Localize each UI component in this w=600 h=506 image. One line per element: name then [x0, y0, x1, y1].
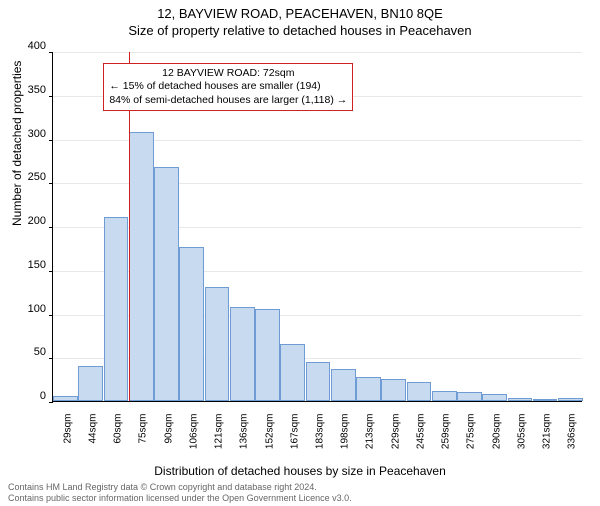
page-title-sub: Size of property relative to detached ho… [0, 23, 600, 38]
xtick-label: 259sqm [441, 414, 452, 464]
xtick-label: 152sqm [264, 414, 275, 464]
xtick-label: 305sqm [516, 414, 527, 464]
ytick-mark [49, 402, 53, 403]
ytick-label: 300 [16, 128, 46, 140]
xtick-label: 290sqm [491, 414, 502, 464]
page-title-main: 12, BAYVIEW ROAD, PEACEHAVEN, BN10 8QE [0, 6, 600, 21]
ytick-mark [49, 183, 53, 184]
histogram-bar [306, 362, 331, 401]
xtick-label: 90sqm [163, 414, 174, 464]
xtick-label: 75sqm [138, 414, 149, 464]
ytick-mark [49, 52, 53, 53]
xtick-label: 275sqm [466, 414, 477, 464]
histogram-bar [407, 382, 432, 401]
xtick-label: 121sqm [214, 414, 225, 464]
xtick-label: 245sqm [415, 414, 426, 464]
ytick-label: 350 [16, 84, 46, 96]
ytick-label: 50 [16, 346, 46, 358]
annotation-line: ← 15% of detached houses are smaller (19… [109, 80, 347, 94]
ytick-mark [49, 358, 53, 359]
histogram-bar [558, 398, 583, 402]
xtick-label: 321sqm [542, 414, 553, 464]
footer-attribution: Contains HM Land Registry data © Crown c… [8, 482, 352, 505]
xtick-label: 229sqm [390, 414, 401, 464]
histogram-bar [78, 366, 103, 401]
ytick-label: 0 [16, 390, 46, 402]
ytick-label: 400 [16, 40, 46, 52]
ytick-mark [49, 96, 53, 97]
xtick-label: 136sqm [239, 414, 250, 464]
ytick-label: 100 [16, 303, 46, 315]
footer-line-2: Contains public sector information licen… [8, 493, 352, 504]
chart-area: 29sqm44sqm60sqm75sqm90sqm106sqm121sqm136… [52, 52, 582, 402]
histogram-bar [381, 379, 406, 401]
histogram-bar [356, 377, 381, 401]
annotation-line: 84% of semi-detached houses are larger (… [109, 94, 347, 108]
ytick-mark [49, 140, 53, 141]
ytick-mark [49, 315, 53, 316]
xtick-label: 183sqm [315, 414, 326, 464]
xtick-label: 60sqm [113, 414, 124, 464]
histogram-bar [104, 217, 129, 401]
histogram-bar [280, 344, 305, 401]
histogram-bar [508, 398, 533, 402]
ytick-mark [49, 227, 53, 228]
histogram-bar [129, 132, 154, 401]
xtick-label: 167sqm [289, 414, 300, 464]
xtick-label: 198sqm [340, 414, 351, 464]
histogram-bar [533, 399, 558, 401]
xtick-label: 336sqm [567, 414, 578, 464]
ytick-label: 250 [16, 171, 46, 183]
histogram-bar [482, 394, 507, 401]
xtick-label: 213sqm [365, 414, 376, 464]
histogram-bar [205, 287, 230, 401]
xaxis-label: Distribution of detached houses by size … [0, 464, 600, 478]
ytick-mark [49, 271, 53, 272]
xtick-label: 44sqm [87, 414, 98, 464]
histogram-bar [457, 392, 482, 401]
histogram-bar [154, 167, 179, 402]
xtick-label: 106sqm [188, 414, 199, 464]
xtick-label: 29sqm [62, 414, 73, 464]
plot-region: 29sqm44sqm60sqm75sqm90sqm106sqm121sqm136… [52, 52, 582, 402]
histogram-bar [255, 309, 280, 401]
histogram-bar [331, 369, 356, 401]
footer-line-1: Contains HM Land Registry data © Crown c… [8, 482, 352, 493]
histogram-bar [179, 247, 204, 401]
histogram-bar [432, 391, 457, 402]
histogram-bar [230, 307, 255, 402]
ytick-label: 200 [16, 215, 46, 227]
annotation-line: 12 BAYVIEW ROAD: 72sqm [109, 67, 347, 81]
ytick-label: 150 [16, 259, 46, 271]
histogram-bar [53, 396, 78, 401]
grid-line [53, 52, 582, 53]
annotation-box: 12 BAYVIEW ROAD: 72sqm← 15% of detached … [103, 63, 353, 112]
